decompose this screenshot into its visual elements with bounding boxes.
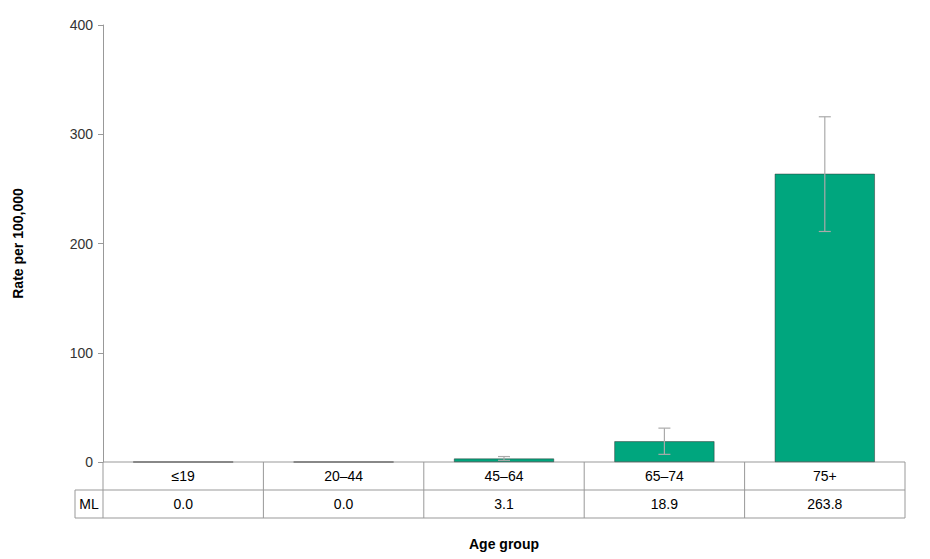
svg-text:20–44: 20–44 xyxy=(324,468,363,484)
svg-text:100: 100 xyxy=(70,345,94,361)
svg-text:300: 300 xyxy=(70,126,94,142)
svg-text:Age group: Age group xyxy=(469,536,539,552)
svg-text:263.8: 263.8 xyxy=(807,496,842,512)
svg-text:ML: ML xyxy=(79,496,99,512)
svg-text:3.1: 3.1 xyxy=(494,496,514,512)
svg-text:65–74: 65–74 xyxy=(645,468,684,484)
svg-text:0.0: 0.0 xyxy=(334,496,354,512)
svg-text:0: 0 xyxy=(85,454,93,470)
svg-text:Rate per 100,000: Rate per 100,000 xyxy=(10,188,26,299)
svg-text:45–64: 45–64 xyxy=(485,468,524,484)
svg-text:0.0: 0.0 xyxy=(173,496,193,512)
svg-text:18.9: 18.9 xyxy=(651,496,678,512)
svg-text:75+: 75+ xyxy=(813,468,837,484)
svg-text:200: 200 xyxy=(70,236,94,252)
svg-text:400: 400 xyxy=(70,17,94,33)
svg-text:≤19: ≤19 xyxy=(172,468,195,484)
